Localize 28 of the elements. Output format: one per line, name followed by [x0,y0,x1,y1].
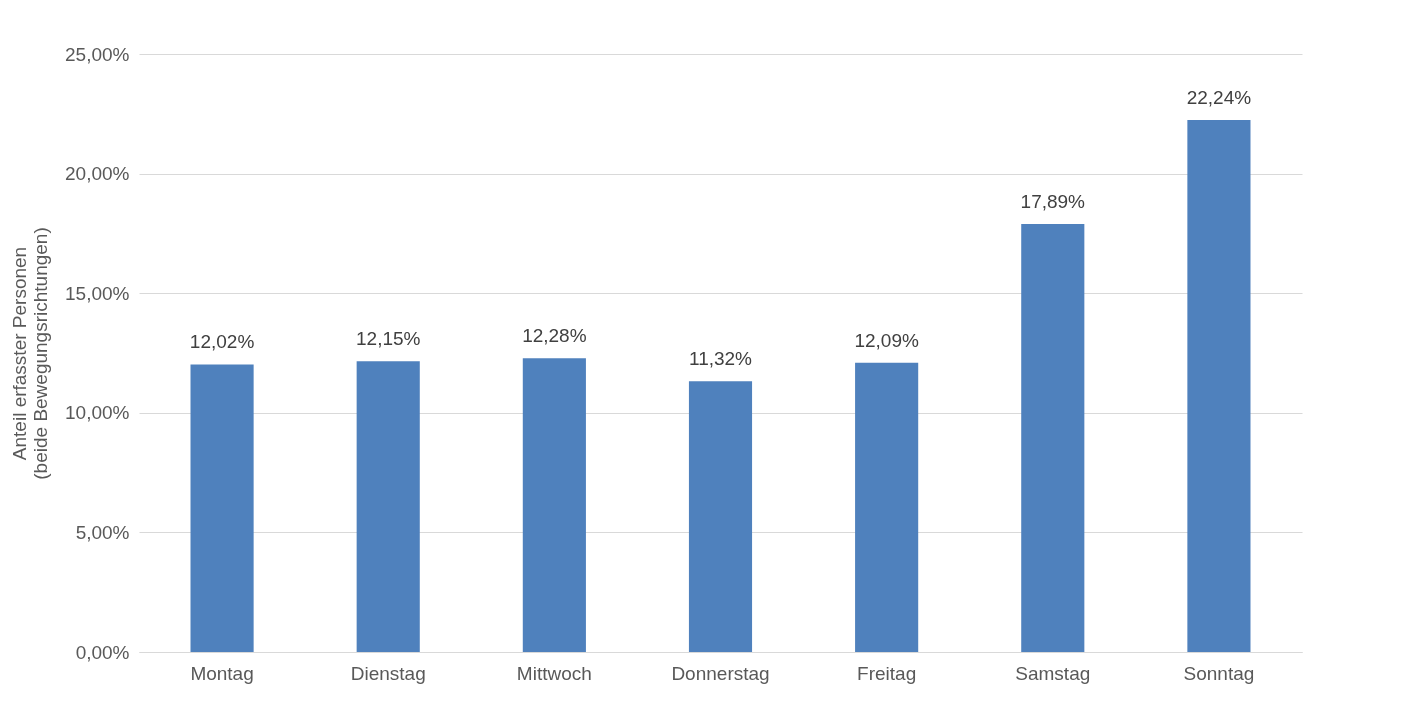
y-tick-label: 20,00% [65,163,130,185]
y-tick-label: 15,00% [65,282,130,304]
y-tick-label: 5,00% [75,521,130,543]
bar [356,361,420,652]
data-label: 12,28% [522,325,587,347]
x-tick-label: Montag [190,662,254,684]
x-tick-label: Samstag [1015,662,1091,684]
data-label: 17,89% [1020,191,1086,213]
bar [522,358,586,652]
y-tick-label: 25,00% [65,43,130,65]
y-tick-label: 10,00% [65,402,130,424]
data-label: 12,15% [355,328,421,350]
x-tick-label: Dienstag [350,662,426,684]
bar [1021,224,1085,652]
x-tick-label: Sonntag [1183,662,1255,684]
bar [688,381,753,652]
x-tick-label: Donnerstag [671,662,770,684]
x-tick-label: Freitag [857,662,917,684]
y-axis-title: Anteil erfasster Personen (beide Bewegungsrichtungen) [9,227,52,480]
bar [190,364,254,652]
data-label: 11,32% [688,348,753,370]
bar [855,362,919,652]
x-tick-label: Mittwoch [516,662,592,684]
data-label: 12,09% [854,329,919,351]
data-label: 12,02% [189,331,255,353]
y-tick-label: 0,00% [75,641,130,663]
data-label: 22,24% [1186,87,1252,109]
bar [1187,120,1251,652]
